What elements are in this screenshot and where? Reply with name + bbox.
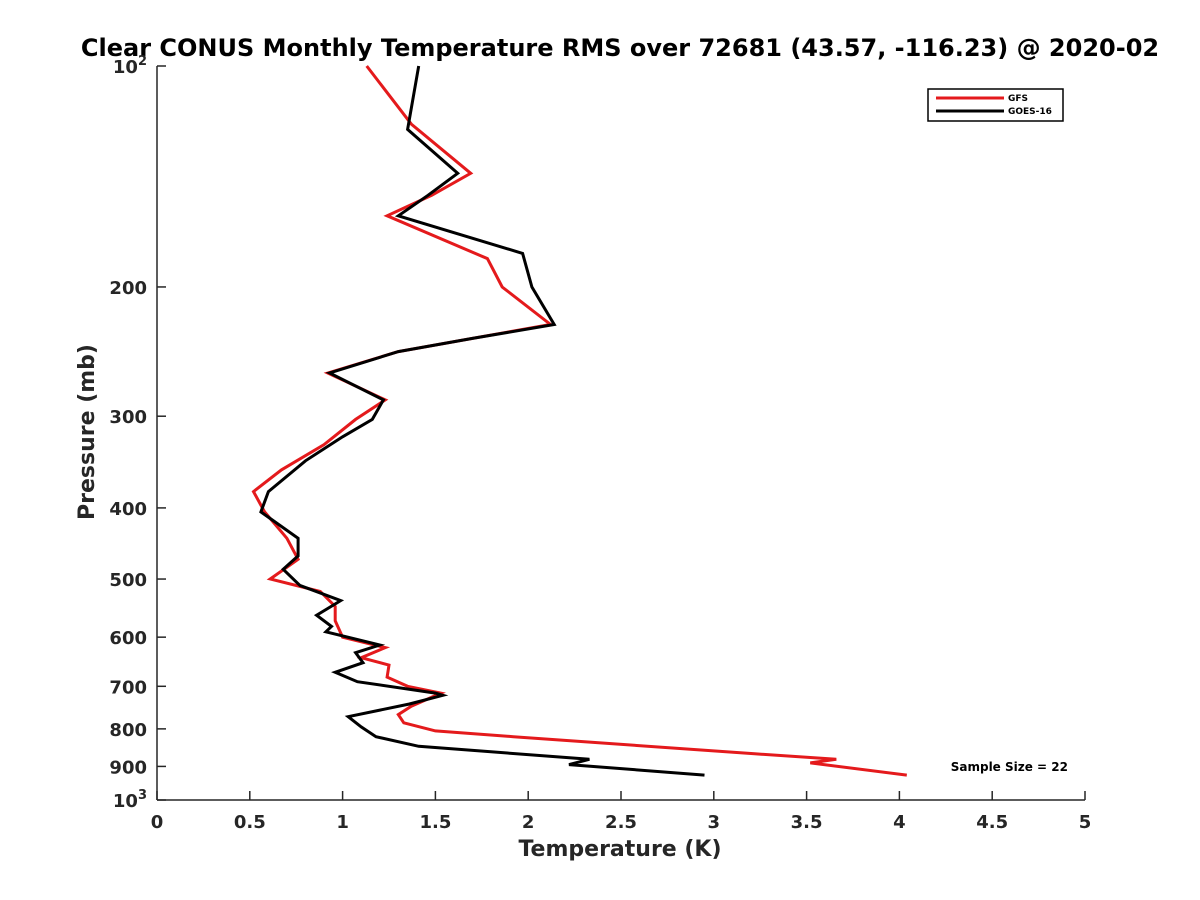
series-line-goes-16 [259, 65, 705, 777]
x-tick-label: 0 [151, 812, 164, 833]
x-tick-label: 1 [336, 812, 349, 833]
x-tick-label: 4 [893, 812, 906, 833]
x-tick-label: 5 [1079, 812, 1092, 833]
y-tick-label: 600 [109, 628, 147, 649]
y-tick-label: 103 [113, 788, 147, 812]
legend-box [927, 88, 1064, 122]
y-tick-label: 102 [113, 54, 147, 78]
sample-size-annotation: Sample Size = 22 [951, 760, 1068, 774]
legend: GFS GOES-16 [927, 88, 1064, 122]
y-tick-label: 300 [109, 407, 147, 428]
plot-area: 0 0.5 1 1.5 2 2.5 3 3.5 4 4.5 5 102 200 300 400 500 600 7… [109, 54, 1091, 833]
y-tick-label: 400 [109, 499, 147, 520]
legend-entry: GOES-16 [1008, 107, 1052, 117]
x-tick-label: 3 [708, 812, 721, 833]
y-tick-label: 800 [109, 720, 147, 741]
x-axis-label: Temperature (K) [518, 837, 721, 862]
x-tick-label: 1.5 [419, 812, 451, 833]
x-tick-label: 3.5 [791, 812, 823, 833]
y-tick-label: 200 [109, 278, 147, 299]
y-tick-label: 700 [109, 677, 147, 698]
x-tick-label: 2 [522, 812, 535, 833]
x-tick-label: 2.5 [605, 812, 637, 833]
series-line-gfs [251, 65, 907, 777]
y-tick-label: 500 [109, 570, 147, 591]
y-tick-label: 900 [109, 757, 147, 778]
x-tick-label: 0.5 [234, 812, 266, 833]
legend-entry: GFS [1008, 94, 1028, 104]
chart-title: Clear CONUS Monthly Temperature RMS over… [81, 34, 1159, 62]
x-tick-label: 4.5 [976, 812, 1008, 833]
y-axis-label: Pressure (mb) [75, 344, 100, 520]
